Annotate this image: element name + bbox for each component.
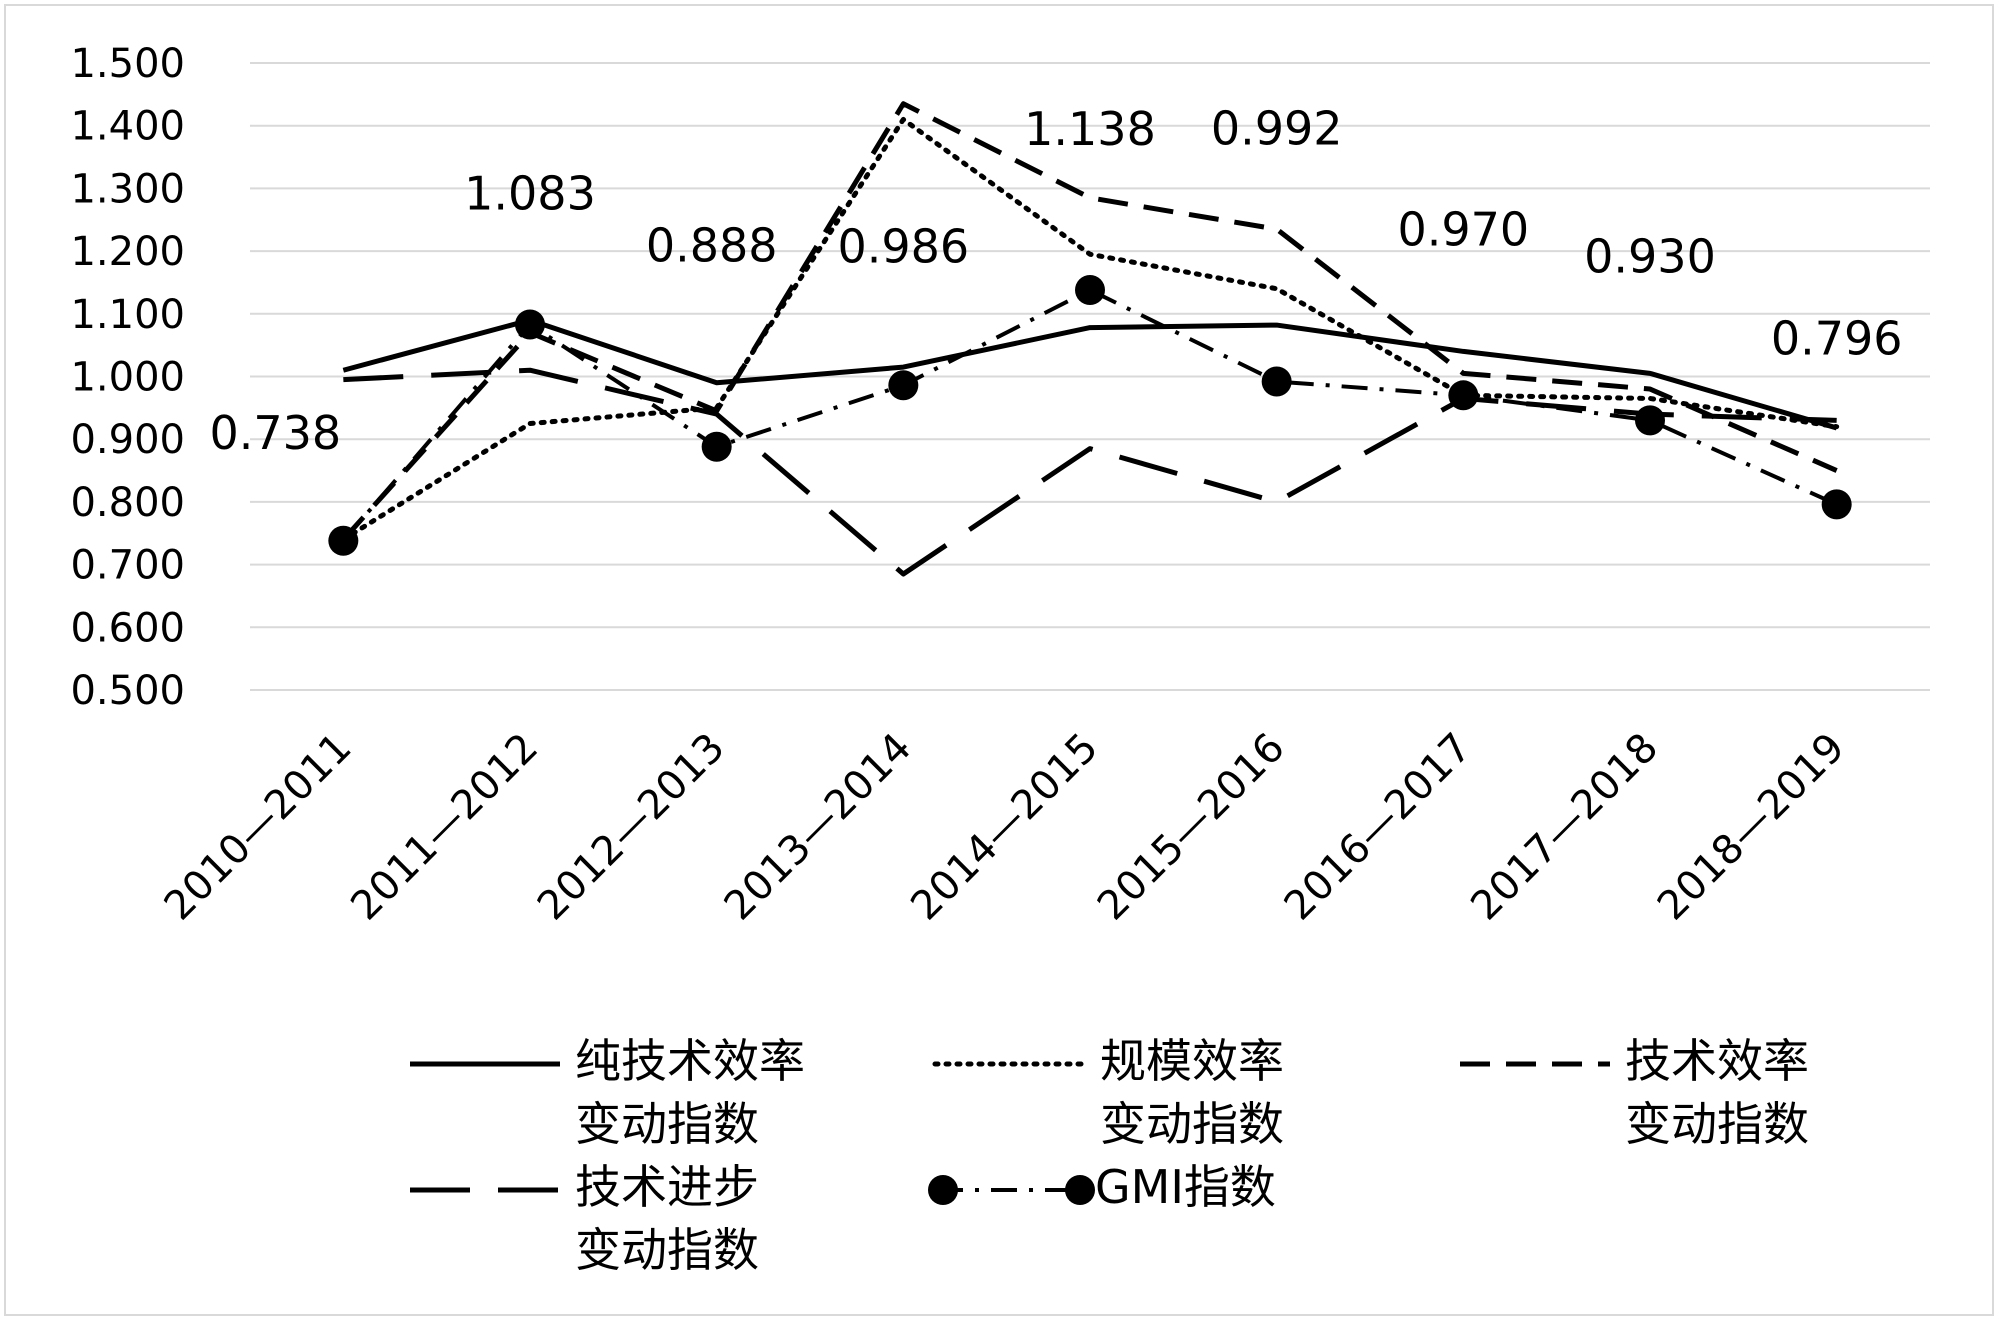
gmi-marker xyxy=(328,525,359,556)
gmi-marker xyxy=(515,309,545,340)
x-tick-label: 2010—2011 xyxy=(156,725,361,930)
gmi-marker xyxy=(1635,405,1665,436)
legend-label: 规模效率 xyxy=(1100,1034,1284,1088)
data-label: 1.138 xyxy=(1024,102,1156,156)
y-tick-label: 1.200 xyxy=(70,229,185,275)
y-tick-label: 1.500 xyxy=(70,41,185,87)
series-line-1 xyxy=(340,116,1840,543)
gmi-marker xyxy=(888,370,919,401)
grid-lines xyxy=(250,62,1930,691)
data-label: 0.992 xyxy=(1211,102,1343,156)
y-tick-label: 0.500 xyxy=(70,668,185,714)
data-label: 0.970 xyxy=(1397,202,1529,256)
gmi-marker xyxy=(701,431,732,462)
data-label: 0.930 xyxy=(1584,229,1716,283)
series-lines xyxy=(340,101,1840,577)
x-tick-label: 2018—2019 xyxy=(1649,725,1854,930)
y-tick-label: 0.900 xyxy=(70,417,185,463)
legend-label: GMI指数 xyxy=(1095,1160,1276,1214)
data-label: 0.986 xyxy=(837,219,969,273)
gmi-marker xyxy=(1075,274,1105,305)
y-tick-label: 1.100 xyxy=(70,292,185,338)
y-tick-label: 0.700 xyxy=(70,543,185,589)
x-tick-label: 2017—2018 xyxy=(1462,725,1667,930)
series-line-3 xyxy=(343,367,1837,577)
series-line-0 xyxy=(342,317,1838,431)
y-tick-label: 1.000 xyxy=(70,355,185,401)
y-tick-label: 1.400 xyxy=(70,104,185,150)
x-tick-label: 2011—2012 xyxy=(342,725,547,930)
x-tick-label: 2015—2016 xyxy=(1089,725,1294,930)
legend-label: 纯技术效率 xyxy=(575,1034,805,1088)
gmi-marker xyxy=(1821,489,1852,520)
y-axis-ticks: 0.500 0.600 0.700 0.800 0.900 1.000 1.100 1.200… xyxy=(70,41,185,714)
legend-marker xyxy=(928,1175,958,1205)
data-label: 0.796 xyxy=(1771,311,1903,365)
legend-label: 变动指数 xyxy=(575,1223,759,1277)
data-label: 1.083 xyxy=(464,166,596,220)
data-label: 0.738 xyxy=(209,406,341,460)
chart-frame xyxy=(4,4,1994,1316)
data-labels: 0.738 1.083 0.888 0.986 1.138 0.992 0.970 0.930… xyxy=(209,102,1902,460)
y-tick-label: 0.800 xyxy=(70,480,185,526)
series-line-2 xyxy=(341,101,1838,542)
x-tick-label: 2012—2013 xyxy=(529,725,734,930)
gmi-marker xyxy=(1448,380,1479,411)
y-tick-label: 0.600 xyxy=(70,605,185,651)
legend-label: 技术进步 xyxy=(575,1160,759,1214)
y-tick-label: 1.300 xyxy=(70,166,185,212)
x-tick-label: 2016—2017 xyxy=(1276,725,1481,930)
x-axis-ticks: 2010—20112011—20122012—20132013—20142014… xyxy=(156,725,1854,930)
legend-marker xyxy=(1065,1175,1095,1205)
legend-label: 变动指数 xyxy=(1100,1097,1284,1151)
x-tick-label: 2014—2015 xyxy=(902,725,1107,930)
data-label: 0.888 xyxy=(646,219,778,273)
x-tick-label: 2013—2014 xyxy=(716,725,921,930)
series-markers xyxy=(328,274,1852,556)
legend-label: 技术效率 xyxy=(1625,1034,1809,1088)
legend-label: 变动指数 xyxy=(575,1097,759,1151)
legend-item: GMI指数 xyxy=(928,1160,1276,1214)
gmi-marker xyxy=(1261,366,1292,397)
legend-label: 变动指数 xyxy=(1625,1097,1809,1151)
